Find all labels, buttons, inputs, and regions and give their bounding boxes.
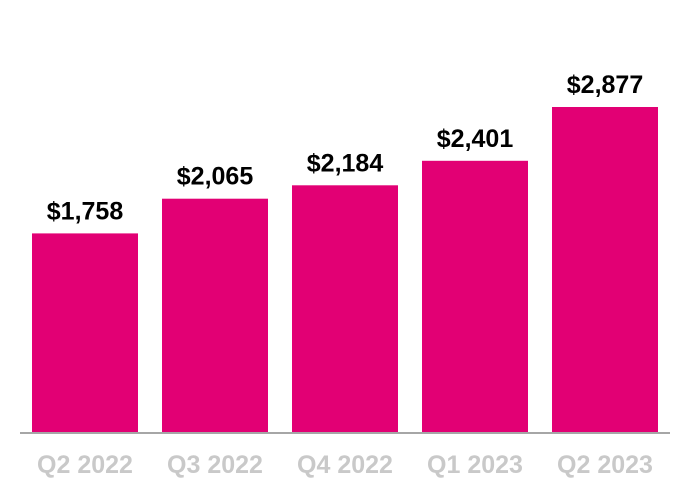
x-tick-label: Q2 2022 (37, 451, 133, 479)
bar-q2-2023 (552, 107, 658, 432)
bars-layer (32, 107, 658, 433)
x-tick-label: Q2 2023 (557, 451, 653, 479)
x-tick-labels-layer: Q2 2022 Q3 2022 Q4 2022 Q1 2023 Q2 2023 (37, 451, 653, 479)
bar-q2-2022 (32, 233, 138, 432)
value-label: $2,401 (437, 125, 514, 153)
x-tick-label: Q3 2022 (167, 451, 263, 479)
bar-q4-2022 (292, 185, 398, 432)
bar-q3-2022 (162, 198, 268, 432)
x-tick-label: Q4 2022 (297, 451, 393, 479)
x-tick-label: Q1 2023 (427, 451, 523, 479)
value-labels-layer: $1,758 $2,065 $2,184 $2,401 $2,877 (47, 71, 643, 225)
bar-q1-2023 (422, 160, 528, 433)
value-label: $2,184 (307, 149, 384, 177)
value-label: $2,877 (567, 71, 643, 99)
value-label: $1,758 (47, 197, 124, 225)
value-label: $2,065 (177, 163, 254, 191)
